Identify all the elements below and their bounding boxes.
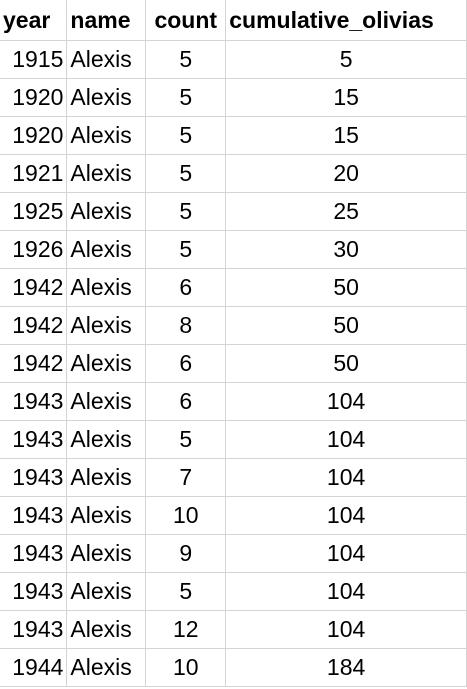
cell-cumulative-olivias[interactable]: 15 xyxy=(225,78,467,117)
cell-name[interactable]: Alexis xyxy=(66,534,147,573)
table-row: 1943 Alexis 9 104 xyxy=(0,534,467,573)
cell-name[interactable]: Alexis xyxy=(66,154,147,193)
cell-year[interactable]: 1926 xyxy=(0,230,68,269)
table-body: 1915 Alexis 5 5 1920 Alexis 5 15 1920 Alexis 5 15 19… xyxy=(0,40,467,687)
table-row: 1920 Alexis 5 15 xyxy=(0,116,467,155)
cell-cumulative-olivias[interactable]: 104 xyxy=(225,534,467,573)
table-row: 1926 Alexis 5 30 xyxy=(0,230,467,269)
cell-count[interactable]: 7 xyxy=(145,458,227,497)
cell-year[interactable]: 1942 xyxy=(0,344,68,383)
cell-cumulative-olivias[interactable]: 104 xyxy=(225,458,467,497)
cell-name[interactable]: Alexis xyxy=(66,648,147,687)
cell-name[interactable]: Alexis xyxy=(66,572,147,611)
cell-name[interactable]: Alexis xyxy=(66,78,147,117)
table-row: 1943 Alexis 7 104 xyxy=(0,458,467,497)
cell-count[interactable]: 5 xyxy=(145,78,227,117)
cell-year[interactable]: 1920 xyxy=(0,78,68,117)
table-row: 1943 Alexis 6 104 xyxy=(0,382,467,421)
cell-cumulative-olivias[interactable]: 104 xyxy=(225,610,467,649)
cell-cumulative-olivias[interactable]: 104 xyxy=(225,496,467,535)
cell-year[interactable]: 1943 xyxy=(0,496,68,535)
cell-name[interactable]: Alexis xyxy=(66,306,147,345)
cell-count[interactable]: 5 xyxy=(145,572,227,611)
header-cell-year[interactable]: year xyxy=(0,0,68,41)
cell-year[interactable]: 1915 xyxy=(0,40,68,79)
cell-cumulative-olivias[interactable]: 15 xyxy=(225,116,467,155)
cell-cumulative-olivias[interactable]: 20 xyxy=(225,154,467,193)
table-row: 1920 Alexis 5 15 xyxy=(0,78,467,117)
header-row: year name count cumulative_olivias xyxy=(0,0,467,41)
table-row: 1943 Alexis 5 104 xyxy=(0,420,467,459)
cell-cumulative-olivias[interactable]: 50 xyxy=(225,344,467,383)
cell-year[interactable]: 1944 xyxy=(0,648,68,687)
cell-name[interactable]: Alexis xyxy=(66,496,147,535)
cell-cumulative-olivias[interactable]: 104 xyxy=(225,420,467,459)
cell-count[interactable]: 5 xyxy=(145,192,227,231)
cell-name[interactable]: Alexis xyxy=(66,192,147,231)
cell-count[interactable]: 12 xyxy=(145,610,227,649)
cell-cumulative-olivias[interactable]: 184 xyxy=(225,648,467,687)
header-cell-count[interactable]: count xyxy=(145,0,227,41)
cell-count[interactable]: 5 xyxy=(145,230,227,269)
cell-cumulative-olivias[interactable]: 104 xyxy=(225,382,467,421)
cell-cumulative-olivias[interactable]: 50 xyxy=(225,306,467,345)
cell-count[interactable]: 5 xyxy=(145,154,227,193)
cell-year[interactable]: 1925 xyxy=(0,192,68,231)
cell-cumulative-olivias[interactable]: 25 xyxy=(225,192,467,231)
cell-year[interactable]: 1920 xyxy=(0,116,68,155)
cell-count[interactable]: 9 xyxy=(145,534,227,573)
cell-cumulative-olivias[interactable]: 30 xyxy=(225,230,467,269)
cell-year[interactable]: 1942 xyxy=(0,268,68,307)
cell-cumulative-olivias[interactable]: 104 xyxy=(225,572,467,611)
cell-year[interactable]: 1943 xyxy=(0,420,68,459)
cell-name[interactable]: Alexis xyxy=(66,610,147,649)
cell-count[interactable]: 10 xyxy=(145,496,227,535)
cell-name[interactable]: Alexis xyxy=(66,382,147,421)
table-row: 1942 Alexis 6 50 xyxy=(0,344,467,383)
cell-count[interactable]: 10 xyxy=(145,648,227,687)
header-row-group: year name count cumulative_olivias xyxy=(0,0,467,41)
cell-cumulative-olivias[interactable]: 5 xyxy=(225,40,467,79)
header-cell-name[interactable]: name xyxy=(66,0,147,41)
cell-count[interactable]: 5 xyxy=(145,420,227,459)
cell-name[interactable]: Alexis xyxy=(66,344,147,383)
cell-name[interactable]: Alexis xyxy=(66,268,147,307)
cell-name[interactable]: Alexis xyxy=(66,230,147,269)
cell-count[interactable]: 8 xyxy=(145,306,227,345)
table-row: 1943 Alexis 12 104 xyxy=(0,610,467,649)
cell-year[interactable]: 1942 xyxy=(0,306,68,345)
cell-cumulative-olivias[interactable]: 50 xyxy=(225,268,467,307)
cell-year[interactable]: 1943 xyxy=(0,382,68,421)
header-cell-cumulative-olivias[interactable]: cumulative_olivias xyxy=(225,0,467,41)
cell-year[interactable]: 1943 xyxy=(0,534,68,573)
table-row: 1943 Alexis 5 104 xyxy=(0,572,467,611)
table-row: 1942 Alexis 6 50 xyxy=(0,268,467,307)
cell-year[interactable]: 1943 xyxy=(0,572,68,611)
cell-name[interactable]: Alexis xyxy=(66,116,147,155)
cell-year[interactable]: 1943 xyxy=(0,458,68,497)
cell-count[interactable]: 6 xyxy=(145,382,227,421)
cell-count[interactable]: 6 xyxy=(145,344,227,383)
cell-count[interactable]: 6 xyxy=(145,268,227,307)
cell-name[interactable]: Alexis xyxy=(66,420,147,459)
table-row: 1943 Alexis 10 104 xyxy=(0,496,467,535)
table-row: 1915 Alexis 5 5 xyxy=(0,40,467,79)
cell-count[interactable]: 5 xyxy=(145,116,227,155)
table-row: 1944 Alexis 10 184 xyxy=(0,648,467,687)
cell-name[interactable]: Alexis xyxy=(66,458,147,497)
cell-year[interactable]: 1943 xyxy=(0,610,68,649)
cell-name[interactable]: Alexis xyxy=(66,40,147,79)
table-row: 1921 Alexis 5 20 xyxy=(0,154,467,193)
table-row: 1925 Alexis 5 25 xyxy=(0,192,467,231)
cell-year[interactable]: 1921 xyxy=(0,154,68,193)
cell-count[interactable]: 5 xyxy=(145,40,227,79)
table-row: 1942 Alexis 8 50 xyxy=(0,306,467,345)
